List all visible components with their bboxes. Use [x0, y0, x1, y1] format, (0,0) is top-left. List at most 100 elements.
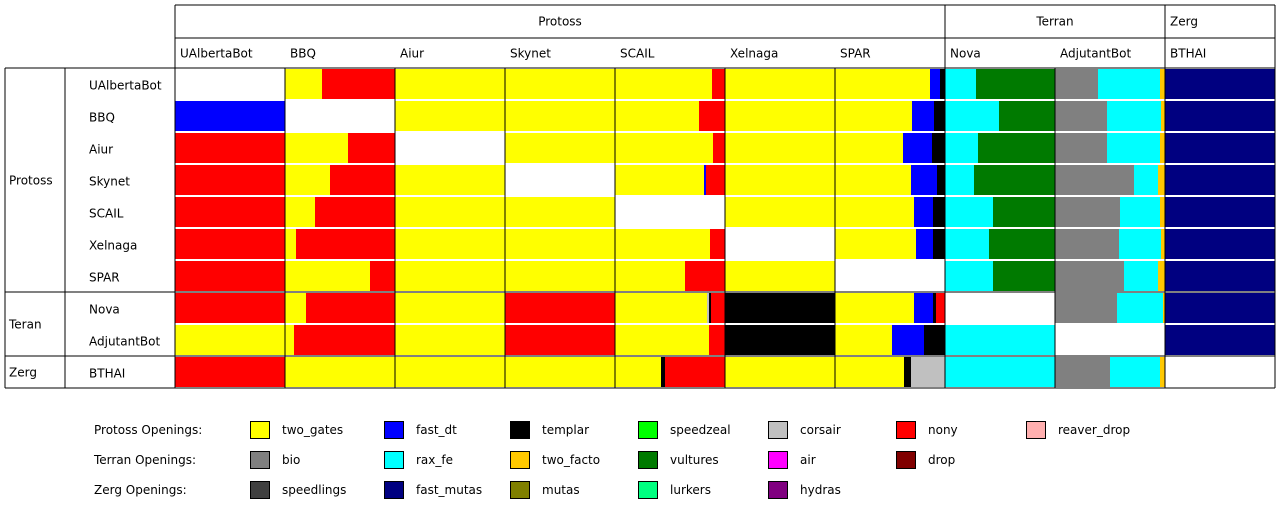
bar-segment-two_gates — [285, 325, 294, 355]
legend-swatch — [896, 451, 916, 469]
bar-segment-nony — [713, 133, 725, 163]
bar-segment-two_gates — [395, 229, 505, 259]
legend-swatch — [768, 421, 788, 439]
bar-segment-two_gates — [725, 261, 835, 291]
bar-segment-rax_fe — [945, 197, 993, 227]
bar-segment-templar — [933, 197, 945, 227]
bar-segment-vultures — [999, 101, 1055, 131]
row-label: Skynet — [89, 175, 130, 189]
legend-label: templar — [542, 423, 590, 437]
legend-title: Protoss Openings: — [94, 423, 203, 437]
column-label: BBQ — [290, 47, 316, 61]
legend-label: rax_fe — [416, 453, 453, 467]
bar-segment-nony — [175, 293, 285, 323]
bar-segment-two_facto — [1160, 69, 1165, 99]
bar-segment-rax_fe — [1110, 357, 1160, 387]
bar-segment-rax_fe — [1107, 133, 1160, 163]
bar-segment-nony — [294, 325, 395, 355]
legend-row: Terran Openings: bio rax_fe two_facto vultur… — [94, 451, 1194, 471]
bar-segment-two_gates — [835, 133, 903, 163]
legend-swatch — [638, 451, 658, 469]
legend-swatch — [250, 481, 270, 499]
bar-segment-two_gates — [835, 197, 914, 227]
legend-label: fast_mutas — [416, 483, 483, 497]
legend-swatch — [768, 451, 788, 469]
legend-item: fast_dt — [384, 421, 514, 441]
cell-empty — [395, 133, 505, 163]
legend-item: hydras — [768, 481, 898, 501]
row-label: BTHAI — [89, 367, 125, 381]
bar-segment-nony — [505, 325, 615, 355]
legend-swatch — [768, 481, 788, 499]
bar-segment-two_gates — [285, 133, 348, 163]
bar-segment-bio — [1055, 133, 1107, 163]
legend-item: two_facto — [510, 451, 640, 471]
legend-item: air — [768, 451, 898, 471]
bar-segment-fast_dt — [704, 165, 706, 195]
bar-segment-nony — [348, 133, 395, 163]
legend-label: lurkers — [670, 483, 711, 497]
bar-segment-bio — [1055, 229, 1119, 259]
legend-swatch — [638, 421, 658, 439]
legend-swatch — [1026, 421, 1046, 439]
bar-segment-nony — [322, 69, 395, 99]
legend-swatch — [510, 421, 530, 439]
bar-segment-two_facto — [1158, 165, 1165, 195]
bar-segment-two_gates — [725, 197, 835, 227]
bar-segment-fast_mutas — [1165, 197, 1275, 227]
bar-segment-templar — [725, 325, 835, 355]
bar-segment-nony — [706, 165, 725, 195]
bar-segment-vultures — [993, 197, 1055, 227]
bar-segment-two_gates — [725, 357, 835, 387]
bar-segment-two_gates — [395, 261, 505, 291]
cell-empty — [725, 229, 835, 259]
bar-segment-two_gates — [835, 101, 912, 131]
column-group-label: Terran — [1035, 15, 1073, 29]
bar-segment-two_gates — [835, 69, 930, 99]
bar-segment-fast_dt — [175, 101, 285, 131]
legend-swatch — [384, 451, 404, 469]
legend-swatch — [896, 421, 916, 439]
bar-segment-two_facto — [1161, 229, 1165, 259]
bar-segment-two_gates — [175, 325, 285, 355]
legend-item: speedzeal — [638, 421, 768, 441]
bar-segment-bio — [1055, 165, 1134, 195]
bar-segment-two_gates — [505, 133, 615, 163]
bar-segment-two_gates — [395, 325, 505, 355]
bar-segment-two_gates — [835, 229, 916, 259]
bar-segment-two_gates — [395, 293, 505, 323]
column-label: Skynet — [510, 47, 551, 61]
legend-label: nony — [928, 423, 958, 437]
legend-row: Protoss Openings: two_gates fast_dt templar… — [94, 421, 1194, 441]
bar-segment-nony — [330, 165, 395, 195]
bar-segment-templar — [932, 133, 945, 163]
row-group-label: Zerg — [9, 366, 37, 380]
bar-segment-nony — [936, 293, 945, 323]
bar-segment-nony — [685, 261, 725, 291]
bar-segment-nony — [370, 261, 395, 291]
bar-segment-two_gates — [835, 325, 892, 355]
bar-segment-two_gates — [835, 293, 914, 323]
bar-segment-rax_fe — [1134, 165, 1158, 195]
bar-segment-nony — [175, 165, 285, 195]
bar-segment-templar — [937, 165, 945, 195]
bar-segment-nony — [710, 229, 725, 259]
bar-segment-templar — [924, 325, 945, 355]
legend-swatch — [250, 421, 270, 439]
bar-segment-two_gates — [725, 101, 835, 131]
bar-segment-two_facto — [1163, 293, 1165, 323]
column-group-label: Zerg — [1170, 15, 1198, 29]
bar-segment-fast_dt — [916, 229, 933, 259]
column-label: SCAIL — [620, 47, 655, 61]
bar-segment-two_gates — [835, 165, 911, 195]
bar-segment-two_gates — [395, 101, 505, 131]
bar-segment-vultures — [976, 69, 1055, 99]
column-label: Nova — [950, 47, 981, 61]
column-label: Xelnaga — [730, 47, 778, 61]
bar-segment-rax_fe — [1124, 261, 1158, 291]
bar-segment-two_gates — [615, 69, 712, 99]
bar-segment-two_gates — [285, 261, 370, 291]
bar-segment-two_facto — [1161, 101, 1165, 131]
bar-segment-fast_mutas — [1165, 229, 1275, 259]
bar-segment-two_gates — [285, 165, 330, 195]
